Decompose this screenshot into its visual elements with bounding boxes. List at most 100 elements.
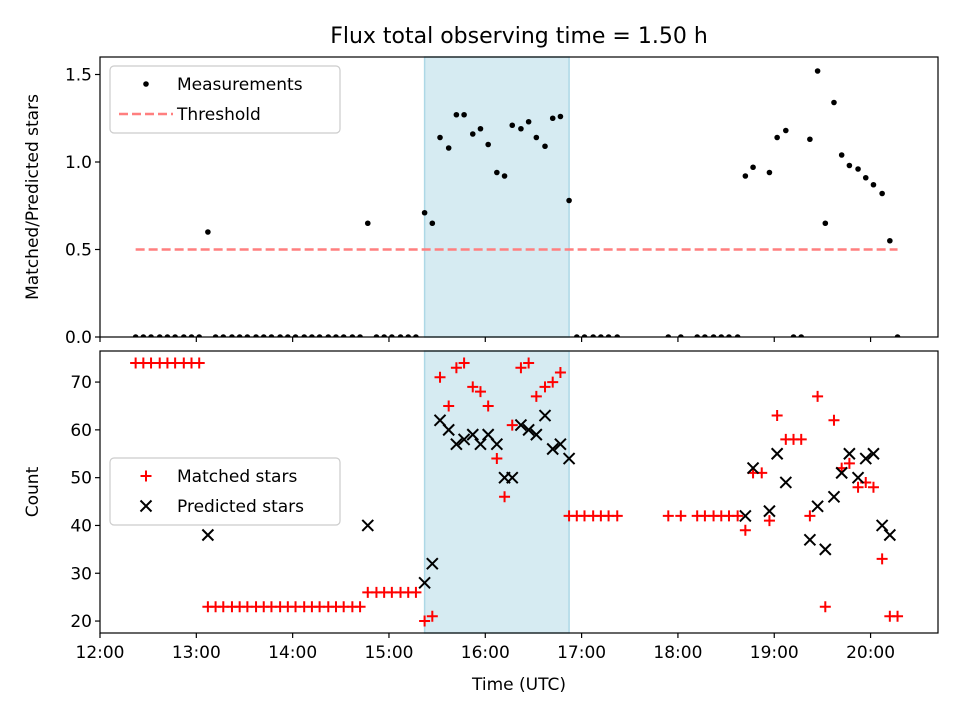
data-point: [827, 490, 841, 503]
data-point: [819, 601, 831, 613]
data-point: [354, 601, 366, 613]
data-point: [843, 457, 855, 469]
y-axis-label: Matched/Predicted stars: [23, 94, 43, 300]
data-point: [490, 437, 504, 451]
data-point: [525, 118, 532, 125]
data-point: [554, 437, 567, 451]
y-tick-label: 0.0: [65, 328, 92, 348]
x-tick-label: 12:00: [76, 643, 125, 663]
data-point: [413, 334, 419, 337]
data-point: [742, 173, 749, 179]
data-point: [474, 437, 487, 451]
x-tick-label: 15:00: [364, 643, 413, 663]
y-tick-label: 0.5: [65, 241, 92, 261]
data-point: [774, 134, 780, 141]
data-point: [253, 334, 259, 337]
data-point: [662, 510, 674, 522]
data-point: [268, 334, 275, 337]
axes-frame: [99, 56, 939, 338]
data-point: [581, 334, 588, 337]
series-measurements: [132, 68, 901, 337]
y-tick-label: 20: [70, 612, 92, 632]
legend-marker: [139, 499, 153, 513]
data-point: [309, 334, 315, 337]
data-point: [819, 543, 832, 556]
data-point: [734, 334, 741, 337]
data-point: [838, 152, 845, 158]
chart-title: Flux total observing time = 1.50 h: [330, 24, 708, 49]
observing-span: [423, 350, 570, 634]
data-marks: [132, 68, 901, 337]
data-point: [445, 145, 452, 151]
data-point: [562, 452, 576, 465]
data-point: [469, 131, 476, 137]
data-point: [477, 125, 484, 132]
data-point: [277, 334, 283, 337]
data-point: [783, 127, 789, 134]
data-point: [883, 528, 897, 542]
data-point: [501, 173, 508, 179]
data-point: [779, 476, 793, 489]
data-marks: [130, 357, 904, 627]
data-point: [450, 362, 462, 374]
legend-label: Measurements: [177, 75, 303, 95]
legend-box: [109, 457, 341, 526]
data-point: [458, 357, 470, 369]
data-point: [533, 134, 540, 141]
data-point: [389, 334, 395, 337]
legend-label: Threshold: [176, 105, 261, 125]
data-point: [421, 209, 428, 216]
data-point: [397, 334, 404, 337]
data-point: [523, 357, 535, 369]
bottom-panel: 20 30 40 50 60 70 12:00 13:00 14:00 15:00 16:00 17:…: [23, 350, 939, 695]
data-point: [590, 334, 596, 337]
data-point: [675, 510, 687, 522]
data-point: [164, 334, 171, 337]
data-point: [364, 220, 371, 227]
data-point: [702, 334, 708, 337]
data-point: [410, 586, 422, 598]
data-point: [148, 334, 154, 337]
data-point: [418, 576, 431, 590]
data-point: [494, 169, 500, 176]
data-point: [694, 334, 700, 337]
data-point: [156, 334, 163, 337]
data-point: [750, 164, 756, 171]
x-tick-label: 17:00: [557, 643, 606, 663]
data-point: [894, 334, 901, 337]
data-point: [220, 334, 227, 337]
series-predicted-stars: [201, 409, 897, 590]
data-point: [506, 471, 519, 484]
data-point: [566, 197, 572, 204]
data-point: [879, 190, 885, 197]
y-axis-label: Count: [23, 466, 43, 517]
data-point: [443, 400, 455, 412]
data-point: [804, 510, 816, 522]
legend-box: [109, 65, 341, 134]
data-point: [381, 334, 387, 337]
data-point: [539, 381, 551, 393]
data-point: [739, 509, 752, 523]
data-point: [193, 357, 205, 369]
data-point: [292, 334, 299, 337]
data-point: [229, 334, 235, 337]
data-point: [132, 334, 139, 337]
data-point: [453, 111, 460, 118]
data-point: [467, 381, 479, 393]
data-point: [746, 461, 760, 475]
data-point: [437, 134, 443, 141]
data-point: [573, 334, 580, 337]
data-point: [770, 447, 784, 460]
x-axis-label: Time (UTC): [471, 675, 566, 695]
data-point: [499, 491, 511, 503]
data-point: [822, 220, 829, 227]
data-point: [426, 610, 438, 622]
legend-label: Matched stars: [177, 467, 297, 487]
data-point: [434, 371, 446, 383]
observing-span: [423, 56, 570, 338]
data-point: [859, 452, 872, 465]
legend-marker: [143, 81, 149, 87]
series-matched-stars: [130, 357, 904, 627]
data-point: [419, 615, 431, 627]
data-point: [236, 334, 243, 337]
